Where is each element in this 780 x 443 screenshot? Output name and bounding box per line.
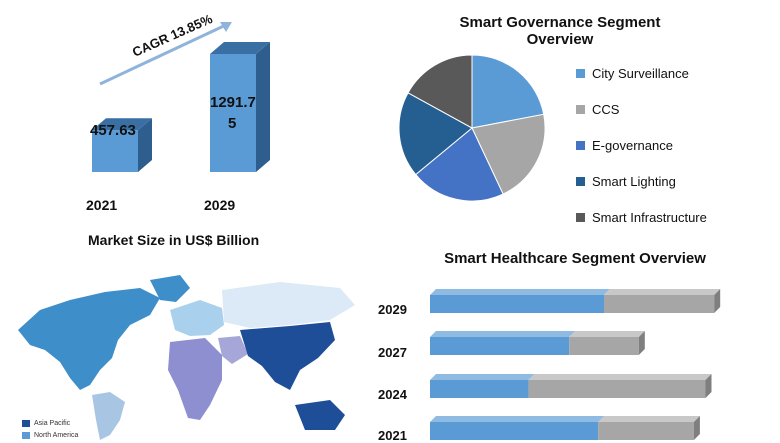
healthcare-bar-chart bbox=[430, 289, 721, 440]
bar-2021 bbox=[92, 130, 138, 172]
cagr-arrow bbox=[99, 22, 229, 86]
hb-bar-2021-seg1 bbox=[430, 422, 599, 440]
bar-value-2029-line2: 5 bbox=[228, 115, 237, 132]
hb-year-2024: 2024 bbox=[378, 387, 407, 402]
healthcare-title: Smart Healthcare Segment Overview bbox=[444, 250, 706, 267]
bar-side-2029 bbox=[256, 42, 270, 172]
map-asia-pacific bbox=[240, 322, 335, 390]
hb-bar-top-2027-seg2 bbox=[569, 331, 645, 337]
hb-bar-top-2029-seg1 bbox=[430, 289, 610, 295]
legend-swatch bbox=[576, 177, 585, 186]
legend-label: Smart Infrastructure bbox=[592, 210, 707, 225]
bar-value-2021: 457.63 bbox=[90, 122, 136, 139]
hb-bar-2024-seg2 bbox=[528, 380, 706, 398]
map-north-america bbox=[18, 288, 160, 390]
map-legend-label: North America bbox=[34, 432, 79, 439]
map-legend-swatch bbox=[22, 420, 30, 427]
map-south-america bbox=[92, 392, 125, 440]
hb-bar-2021-seg2 bbox=[598, 422, 694, 440]
hb-bar-end-2029 bbox=[714, 289, 721, 313]
market-size-chart bbox=[92, 22, 270, 172]
hb-year-2021: 2021 bbox=[378, 428, 407, 443]
map-europe bbox=[170, 300, 224, 336]
hb-year-2029: 2029 bbox=[378, 302, 407, 317]
map-legend-asia-pacific: Asia Pacific bbox=[22, 420, 70, 427]
hb-bar-2024-seg1 bbox=[430, 380, 529, 398]
bar-top-2021 bbox=[92, 118, 152, 131]
legend-label: City Surveillance bbox=[592, 66, 689, 81]
legend-item-e-governance: E-governance bbox=[576, 138, 673, 153]
hb-bar-top-2027-seg1 bbox=[430, 331, 576, 337]
cagr-arrow-head bbox=[220, 22, 232, 32]
bar-value-2029-line1: 1291.7 bbox=[210, 94, 256, 111]
world-map bbox=[18, 275, 355, 440]
pie-slice-ccs bbox=[471, 113, 546, 195]
bar-year-2021: 2021 bbox=[86, 197, 118, 213]
legend-swatch bbox=[576, 213, 585, 222]
pie-slice-e-governance bbox=[415, 127, 504, 202]
pie-slice-smart-lighting bbox=[398, 92, 473, 176]
hb-bar-end-2021 bbox=[693, 416, 700, 440]
hb-bar-top-2024-seg1 bbox=[430, 374, 535, 380]
legend-label: E-governance bbox=[592, 138, 673, 153]
bar-2029 bbox=[210, 54, 256, 172]
governance-title-line2: Overview bbox=[526, 31, 594, 48]
hb-bar-2027-seg2 bbox=[569, 337, 639, 355]
pie-slice-city-surveillance bbox=[471, 54, 545, 129]
hb-bar-2029-seg2 bbox=[604, 295, 715, 313]
market-size-bars bbox=[92, 42, 270, 172]
map-legend-north-america: North America bbox=[22, 432, 78, 439]
map-australia bbox=[295, 400, 345, 430]
pie-slice-smart-infrastructure bbox=[407, 54, 473, 129]
governance-title: Smart Governance Segment Overview bbox=[430, 14, 690, 48]
map-africa bbox=[168, 338, 222, 420]
map-legend-label: Asia Pacific bbox=[34, 420, 71, 427]
map-legend-swatch bbox=[22, 432, 30, 439]
legend-swatch bbox=[576, 105, 585, 114]
bar-side-2021 bbox=[138, 118, 152, 172]
legend-item-smart-lighting: Smart Lighting bbox=[576, 174, 676, 189]
governance-pie bbox=[398, 54, 546, 202]
market-size-caption: Market Size in US$ Billion bbox=[88, 232, 260, 248]
hb-bar-end-2027 bbox=[638, 331, 645, 355]
hb-bar-top-2029-seg2 bbox=[604, 289, 721, 295]
hb-bar-2027-seg1 bbox=[430, 337, 570, 355]
hb-bar-top-2021-seg2 bbox=[598, 416, 700, 422]
legend-swatch bbox=[576, 69, 585, 78]
map-greenland bbox=[150, 275, 190, 302]
legend-label: Smart Lighting bbox=[592, 174, 676, 189]
legend-swatch bbox=[576, 141, 585, 150]
governance-title-line1: Smart Governance Segment bbox=[459, 14, 661, 31]
legend-item-ccs: CCS bbox=[576, 102, 619, 117]
map-middle-east bbox=[218, 336, 248, 364]
hb-bar-top-2021-seg1 bbox=[430, 416, 605, 422]
legend-item-city-surveillance: City Surveillance bbox=[576, 66, 689, 81]
hb-year-2027: 2027 bbox=[378, 345, 407, 360]
hb-bar-top-2024-seg2 bbox=[528, 374, 712, 380]
legend-item-smart-infrastructure: Smart Infrastructure bbox=[576, 210, 707, 225]
map-russia bbox=[222, 282, 355, 328]
hb-bar-end-2024 bbox=[705, 374, 712, 398]
bar-top-2029 bbox=[210, 42, 270, 54]
bar-year-2029: 2029 bbox=[204, 197, 236, 213]
hb-bar-2029-seg1 bbox=[430, 295, 604, 313]
legend-label: CCS bbox=[592, 102, 620, 117]
